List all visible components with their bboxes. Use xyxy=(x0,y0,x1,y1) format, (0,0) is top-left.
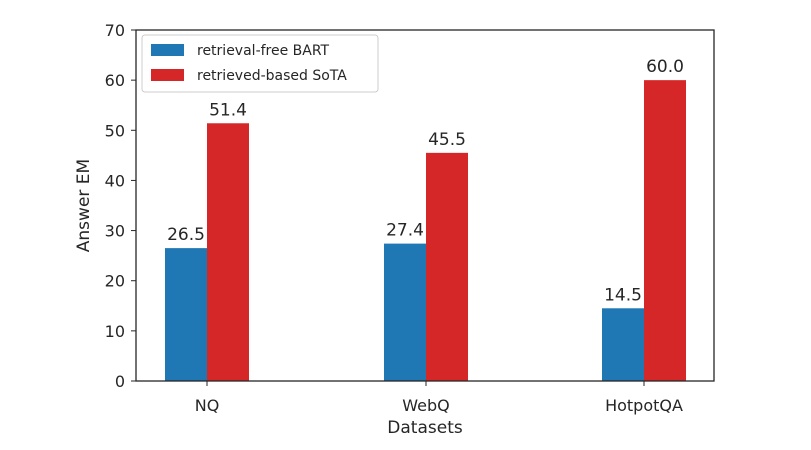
y-tick-label: 20 xyxy=(105,272,125,291)
value-labels-layer: 26.5 51.4 27.4 45.5 14.5 60.0 xyxy=(167,57,684,305)
plot-frame xyxy=(135,29,715,382)
bar-webq-bart xyxy=(384,243,426,381)
value-label-nq-bart: 26.5 xyxy=(167,225,205,245)
y-tick-label: 10 xyxy=(105,322,125,341)
value-label-nq-sota: 51.4 xyxy=(209,100,247,120)
y-axis: 0 10 20 30 40 50 60 70 xyxy=(105,21,136,391)
legend-swatch-bart xyxy=(151,44,184,56)
y-tick-label: 30 xyxy=(105,222,125,241)
bar-nq-bart xyxy=(165,248,207,381)
bar-nq-sota xyxy=(207,123,249,381)
legend: retrieval-free BART retrieved-based SoTA xyxy=(141,34,379,93)
legend-box xyxy=(141,34,379,93)
bar-webq-sota xyxy=(426,152,468,381)
x-tick-label-hotpotqa: HotpotQA xyxy=(605,396,683,415)
y-axis-label: Answer EM xyxy=(74,159,94,252)
x-tick-label-webq: WebQ xyxy=(402,396,449,415)
value-label-webq-bart: 27.4 xyxy=(386,221,424,241)
y-tick-label: 0 xyxy=(115,372,125,391)
x-axis-label: Datasets xyxy=(387,418,463,438)
y-tick-label: 70 xyxy=(105,21,125,40)
y-tick-label: 40 xyxy=(105,171,125,190)
bars-layer xyxy=(165,80,686,382)
bar-hotpotqa-sota xyxy=(644,80,686,382)
bar-hotpotqa-bart xyxy=(602,308,644,381)
legend-swatch-sota xyxy=(151,69,184,81)
x-tick-label-nq: NQ xyxy=(195,396,220,415)
x-axis: NQ WebQ HotpotQA xyxy=(195,381,683,415)
legend-label-sota: retrieved-based SoTA xyxy=(197,68,347,84)
value-label-hotpotqa-bart: 14.5 xyxy=(604,285,642,305)
value-label-webq-sota: 45.5 xyxy=(428,130,466,150)
y-tick-label: 50 xyxy=(105,121,125,140)
value-label-hotpotqa-sota: 60.0 xyxy=(646,57,684,77)
legend-label-bart: retrieval-free BART xyxy=(197,43,330,59)
y-tick-label: 60 xyxy=(105,71,125,90)
